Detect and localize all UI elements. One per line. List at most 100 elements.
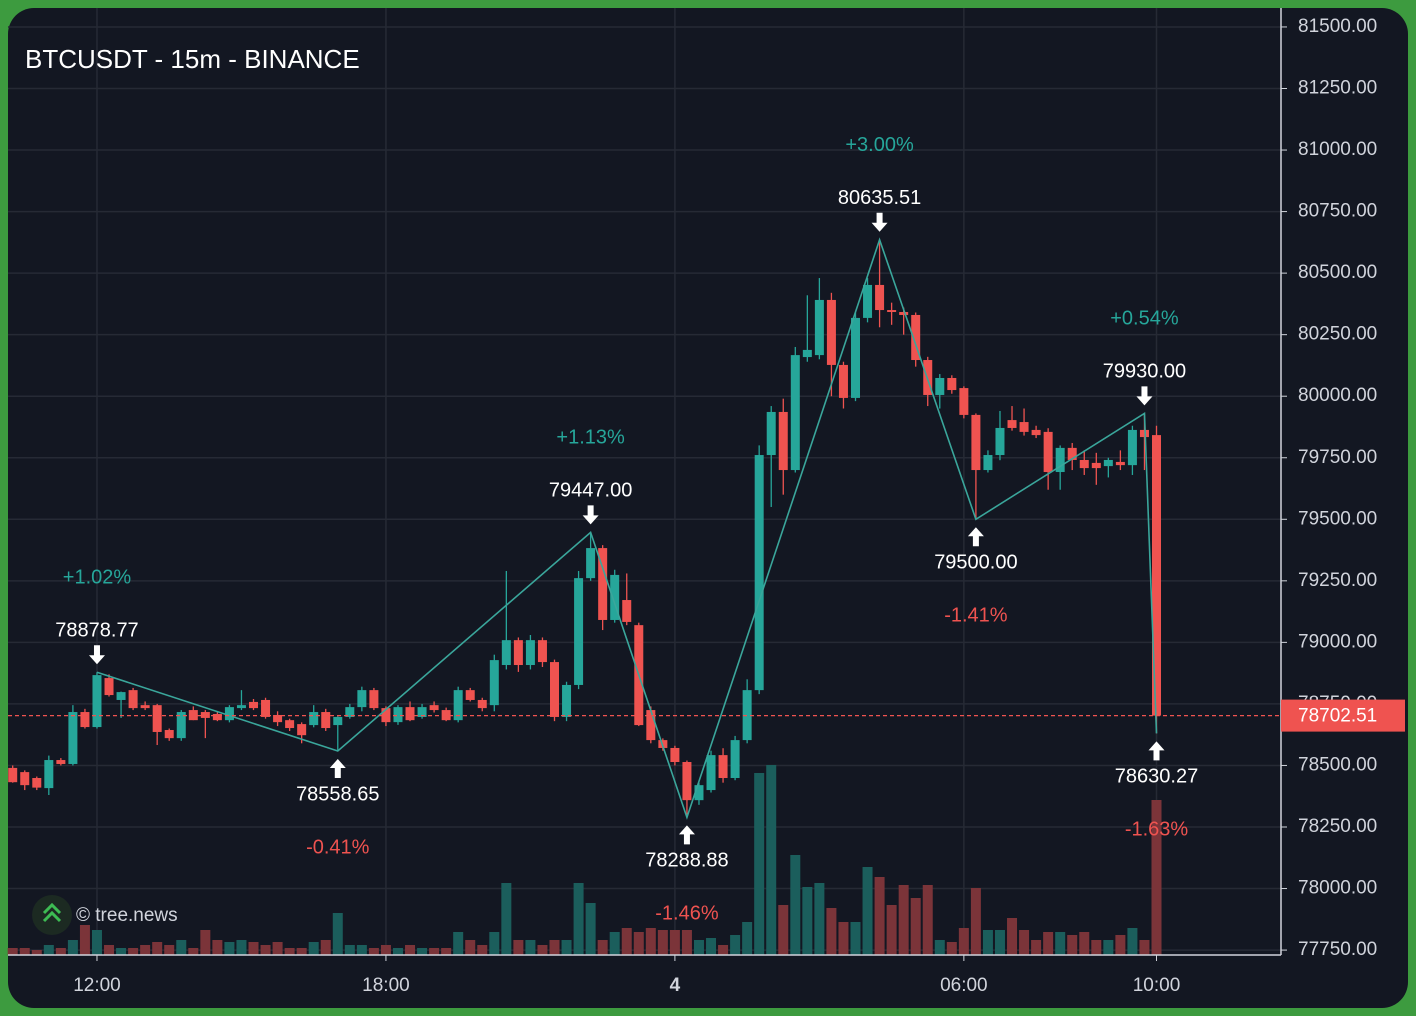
x-tick-label: 12:00 bbox=[73, 975, 121, 996]
volume-bar bbox=[19, 948, 30, 955]
volume-bar bbox=[994, 930, 1005, 955]
volume-bar bbox=[573, 883, 584, 955]
volume-bar bbox=[1115, 935, 1126, 955]
volume-bar bbox=[898, 885, 909, 955]
volume-bar bbox=[308, 942, 319, 955]
candle-body bbox=[285, 720, 295, 729]
y-tick-label: 78000.00 bbox=[1298, 878, 1377, 899]
candle-body bbox=[995, 427, 1005, 456]
pivot-change: +3.00% bbox=[845, 134, 914, 156]
candle-body bbox=[273, 714, 283, 723]
candle-body bbox=[718, 755, 728, 779]
zigzag-line bbox=[96, 237, 1158, 820]
volume-bar bbox=[718, 945, 729, 955]
volume-bar bbox=[43, 945, 54, 955]
volume-bar bbox=[55, 948, 66, 955]
candle-body bbox=[381, 708, 391, 723]
candle-body bbox=[826, 299, 836, 365]
pivot-label: 79500.00 bbox=[934, 552, 1017, 574]
volume-bar bbox=[1019, 930, 1030, 955]
candle-body bbox=[1055, 447, 1065, 473]
volume-bar bbox=[525, 940, 536, 955]
y-tick-label: 79000.00 bbox=[1298, 631, 1377, 652]
volume-bar bbox=[850, 922, 861, 955]
volume-bar bbox=[537, 945, 548, 955]
pivot-arrow bbox=[582, 505, 599, 525]
candle-layer bbox=[8, 239, 1161, 818]
candle-body bbox=[971, 414, 981, 471]
volume-bar bbox=[260, 945, 271, 955]
volume-bar bbox=[7, 948, 18, 955]
y-tick-label: 79500.00 bbox=[1298, 508, 1377, 529]
volume-bar bbox=[934, 940, 945, 955]
x-tick-label: 4 bbox=[670, 975, 681, 996]
candle-body bbox=[441, 710, 451, 721]
pivot-label: 78288.88 bbox=[645, 850, 728, 872]
volume-bar bbox=[417, 948, 428, 955]
candle-body bbox=[959, 388, 969, 415]
pivot-label: 78878.77 bbox=[55, 619, 138, 641]
candle-body bbox=[453, 690, 463, 721]
candle-body bbox=[562, 684, 572, 717]
candle-body bbox=[261, 699, 271, 717]
candle-body bbox=[706, 755, 716, 791]
volume-bar bbox=[91, 930, 102, 955]
volume-bar bbox=[248, 942, 259, 955]
volume-bar bbox=[176, 940, 187, 955]
pivot-change: -1.41% bbox=[944, 605, 1008, 627]
x-tick-label: 10:00 bbox=[1133, 975, 1181, 996]
candle-body bbox=[357, 690, 367, 708]
last-price-label: 78702.51 bbox=[1298, 706, 1377, 727]
volume-bar bbox=[621, 928, 632, 955]
candle-body bbox=[321, 712, 331, 729]
candle-body bbox=[622, 600, 632, 622]
y-tick-label: 80750.00 bbox=[1298, 201, 1377, 222]
volume-bar bbox=[296, 948, 307, 955]
y-tick-label: 81500.00 bbox=[1298, 16, 1377, 37]
candle-body bbox=[405, 707, 415, 721]
candle-body bbox=[1103, 459, 1113, 467]
volume-bar bbox=[838, 922, 849, 955]
pivot-change: +1.02% bbox=[63, 566, 132, 588]
pivot-arrow bbox=[871, 212, 888, 232]
candle-body bbox=[863, 284, 873, 318]
annotation-layer: 78878.77 +1.02% 78558.65 -0.41% 79447.00 +1.1… bbox=[8, 134, 1281, 925]
volume-bar bbox=[597, 940, 608, 955]
volume-bar bbox=[284, 948, 295, 955]
candle-body bbox=[754, 455, 764, 691]
candle-body bbox=[851, 317, 860, 398]
volume-bar bbox=[826, 908, 837, 955]
volume-bar bbox=[730, 935, 741, 955]
volume-bar bbox=[946, 942, 957, 955]
candle-body bbox=[875, 284, 885, 311]
volume-bar bbox=[609, 932, 620, 955]
candle-body bbox=[164, 730, 174, 739]
volume-bar bbox=[1079, 932, 1090, 955]
candle-body bbox=[899, 312, 909, 315]
candle-body bbox=[947, 377, 957, 391]
volume-bar bbox=[405, 945, 416, 955]
pivot-label: 78630.27 bbox=[1115, 766, 1198, 788]
volume-bar bbox=[489, 932, 500, 955]
candle-body bbox=[1043, 431, 1053, 473]
volume-bar bbox=[669, 930, 680, 955]
candle-body bbox=[525, 640, 535, 666]
volume-bar bbox=[79, 925, 90, 955]
volume-bar bbox=[224, 942, 235, 955]
candle-body bbox=[477, 699, 487, 709]
volume-bar bbox=[633, 932, 644, 955]
volume-bar bbox=[332, 913, 343, 955]
candle-body bbox=[176, 712, 186, 739]
volume-bar bbox=[886, 905, 897, 955]
candle-body bbox=[8, 767, 18, 783]
volume-bar bbox=[344, 945, 355, 955]
volume-bar bbox=[513, 940, 524, 955]
candle-body bbox=[1067, 447, 1077, 460]
candle-body bbox=[501, 640, 511, 666]
y-tick-label: 80500.00 bbox=[1298, 262, 1377, 283]
candle-body bbox=[1007, 420, 1017, 428]
grid bbox=[8, 8, 1281, 955]
candle-body bbox=[333, 716, 343, 726]
volume-bar bbox=[802, 887, 813, 955]
